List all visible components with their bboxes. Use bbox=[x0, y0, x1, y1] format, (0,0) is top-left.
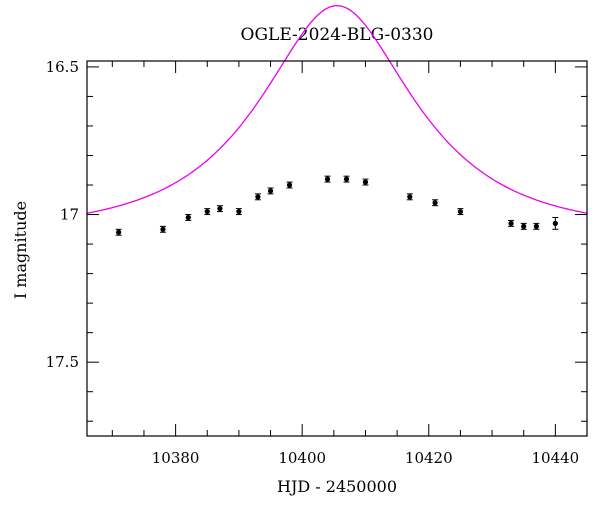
data-point bbox=[267, 188, 274, 194]
model-curve-layer bbox=[86, 4, 588, 214]
data-point bbox=[521, 223, 527, 229]
data-point bbox=[457, 208, 464, 215]
plot-frame bbox=[86, 60, 588, 437]
data-point bbox=[217, 206, 223, 212]
data-point bbox=[324, 176, 331, 182]
data-point bbox=[432, 200, 438, 206]
data-point bbox=[343, 176, 350, 182]
data-point bbox=[362, 179, 369, 185]
data-point bbox=[160, 226, 166, 232]
y-tick-label: 16.5 bbox=[46, 58, 79, 76]
x-tick-label: 10440 bbox=[531, 449, 579, 467]
data-point bbox=[185, 214, 191, 221]
data-point bbox=[533, 223, 539, 229]
data-point bbox=[508, 220, 514, 227]
y-tick-label: 17.5 bbox=[46, 353, 79, 371]
y-axis-label: I magnitude bbox=[11, 201, 30, 299]
x-axis-label: HJD - 2450000 bbox=[277, 477, 397, 496]
data-point bbox=[407, 194, 413, 200]
x-tick-label: 10420 bbox=[405, 449, 453, 467]
data-point bbox=[116, 229, 122, 235]
data-point bbox=[255, 194, 261, 200]
model-curve bbox=[86, 4, 588, 214]
x-tick-label: 10380 bbox=[152, 449, 200, 467]
tick-labels: 10380 10400 10420 10440 16.5 17 17.5 bbox=[46, 58, 580, 467]
y-tick-label: 17 bbox=[60, 206, 79, 224]
x-tick-label: 10400 bbox=[278, 449, 326, 467]
chart-title: OGLE-2024-BLG-0330 bbox=[241, 25, 434, 45]
data-point bbox=[204, 208, 210, 215]
data-point bbox=[286, 182, 293, 188]
data-points-layer bbox=[115, 175, 559, 236]
data-point bbox=[552, 220, 558, 227]
data-point bbox=[236, 208, 242, 215]
axes-ticks bbox=[87, 61, 588, 436]
